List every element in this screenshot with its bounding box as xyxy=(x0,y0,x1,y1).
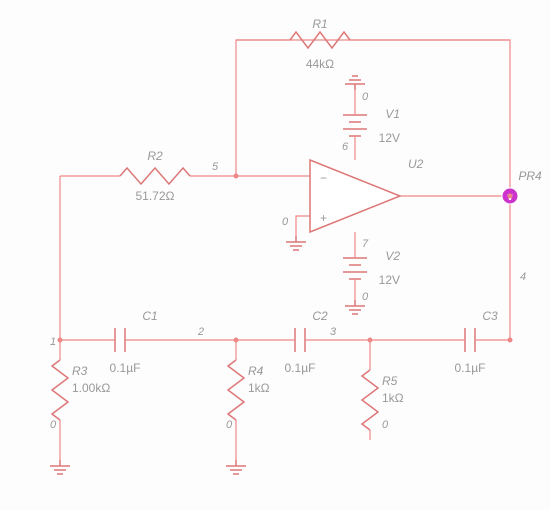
ground-icon xyxy=(345,76,365,90)
junction xyxy=(368,338,373,343)
resistor-r2: R2 51.72Ω xyxy=(120,149,190,203)
u2-name: U2 xyxy=(408,157,424,171)
source-v2: V2 12V xyxy=(343,249,400,290)
ground-icon xyxy=(50,460,70,474)
r2-value: 51.72Ω xyxy=(136,189,175,203)
net-0: 0 xyxy=(362,91,369,103)
r2-name: R2 xyxy=(147,149,163,163)
v2-name: V2 xyxy=(385,249,400,263)
junction xyxy=(508,338,513,343)
capacitor-c1: C1 0.1µF xyxy=(110,309,158,375)
net-2: 2 xyxy=(197,326,204,338)
resistor-r1: R1 44kΩ xyxy=(236,17,510,71)
c1-name: C1 xyxy=(142,309,157,323)
net-1: 1 xyxy=(50,336,56,348)
net-0: 0 xyxy=(282,216,289,228)
junction xyxy=(58,338,63,343)
net-0: 0 xyxy=(382,419,389,431)
r4-name: R4 xyxy=(248,364,264,378)
r4-value: 1kΩ xyxy=(248,381,270,395)
capacitor-c2: C2 0.1µF xyxy=(285,309,328,375)
net-6: 6 xyxy=(342,141,349,153)
net-0: 0 xyxy=(226,419,233,431)
c3-value: 0.1µF xyxy=(455,361,486,375)
net-0: 0 xyxy=(50,419,57,431)
c1-value: 0.1µF xyxy=(110,361,141,375)
pr4-name: PR4 xyxy=(518,169,542,183)
r3-value: 1.00kΩ xyxy=(72,381,110,395)
v2-value: 12V xyxy=(379,273,400,287)
r5-name: R5 xyxy=(382,374,398,388)
probe-pr4[interactable]: v PR4 xyxy=(502,169,542,204)
source-v1: V1 12V xyxy=(343,100,400,145)
ground-icon xyxy=(286,236,306,250)
r1-name: R1 xyxy=(312,17,327,31)
r3-name: R3 xyxy=(72,364,88,378)
c3-name: C3 xyxy=(482,309,498,323)
net-5: 5 xyxy=(212,161,219,173)
resistor-r4: R4 1kΩ xyxy=(228,360,270,420)
r1-value: 44kΩ xyxy=(306,57,334,71)
junction xyxy=(234,174,239,179)
ground-icon xyxy=(226,460,246,474)
v1-value: 12V xyxy=(379,131,400,145)
v1-name: V1 xyxy=(385,107,400,121)
junction xyxy=(234,338,239,343)
capacitor-c3: C3 0.1µF xyxy=(455,309,498,375)
net-3: 3 xyxy=(330,326,337,338)
r5-value: 1kΩ xyxy=(382,391,404,405)
c2-value: 0.1µF xyxy=(285,361,316,375)
opamp-u2: − + U2 xyxy=(310,157,424,232)
opamp-plus: + xyxy=(320,211,327,225)
net-7: 7 xyxy=(362,238,369,250)
junction xyxy=(508,194,513,199)
c2-name: C2 xyxy=(312,309,328,323)
net-4: 4 xyxy=(520,271,526,283)
resistor-r3: R3 1.00kΩ xyxy=(52,360,110,420)
opamp-minus: − xyxy=(320,171,327,185)
circuit-canvas: R1 44kΩ R2 51.72Ω − + U2 V1 12V V2 12V xyxy=(0,0,550,510)
net-0: 0 xyxy=(362,291,369,303)
